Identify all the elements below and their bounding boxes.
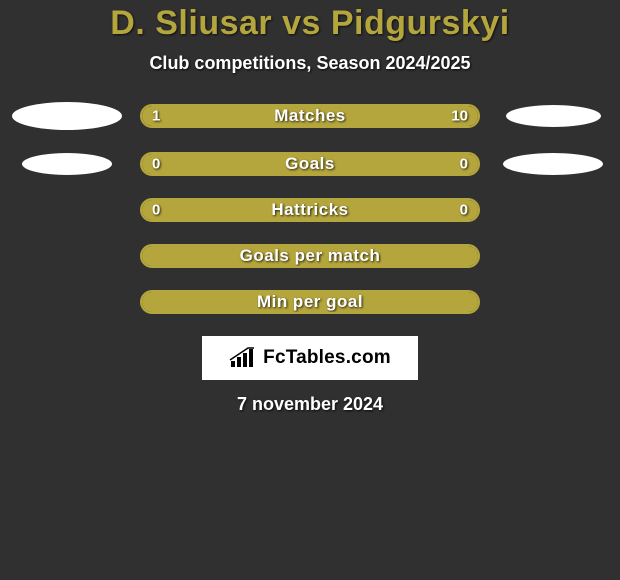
stat-bar: 00Goals	[140, 152, 480, 176]
bars-icon	[229, 347, 257, 369]
brand-suffix: Tables.com	[286, 347, 391, 368]
player-left-marker	[22, 153, 112, 175]
brand-text: FcTables.com	[263, 347, 391, 369]
stat-bar: Min per goal	[140, 290, 480, 314]
footer-date: 7 november 2024	[0, 394, 620, 415]
stat-row: 00Goals	[0, 152, 620, 176]
player-right-marker	[503, 153, 603, 175]
right-side	[498, 105, 608, 127]
stat-label: Goals per match	[142, 246, 478, 266]
stat-row: Goals per match	[0, 244, 620, 268]
stat-bar: 110Matches	[140, 104, 480, 128]
stat-row: 00Hattricks	[0, 198, 620, 222]
stat-label: Hattricks	[142, 200, 478, 220]
stat-label: Goals	[142, 154, 478, 174]
page-title: D. Sliusar vs Pidgurskyi	[0, 4, 620, 43]
left-side	[12, 153, 122, 175]
stat-bar: Goals per match	[140, 244, 480, 268]
stat-row: Min per goal	[0, 290, 620, 314]
player-left-marker	[12, 102, 122, 130]
right-side	[498, 153, 608, 175]
stat-row: 110Matches	[0, 102, 620, 130]
stat-label: Min per goal	[142, 292, 478, 312]
stat-label: Matches	[142, 106, 478, 126]
brand-logo[interactable]: FcTables.com	[202, 336, 418, 380]
left-side	[12, 102, 122, 130]
page-subtitle: Club competitions, Season 2024/2025	[0, 53, 620, 74]
stat-rows: 110Matches 00Goals 00Hattricks Goals per ma…	[0, 102, 620, 314]
comparison-widget: D. Sliusar vs Pidgurskyi Club competitio…	[0, 0, 620, 415]
stat-bar: 00Hattricks	[140, 198, 480, 222]
player-right-marker	[506, 105, 601, 127]
brand-prefix: Fc	[263, 347, 286, 368]
